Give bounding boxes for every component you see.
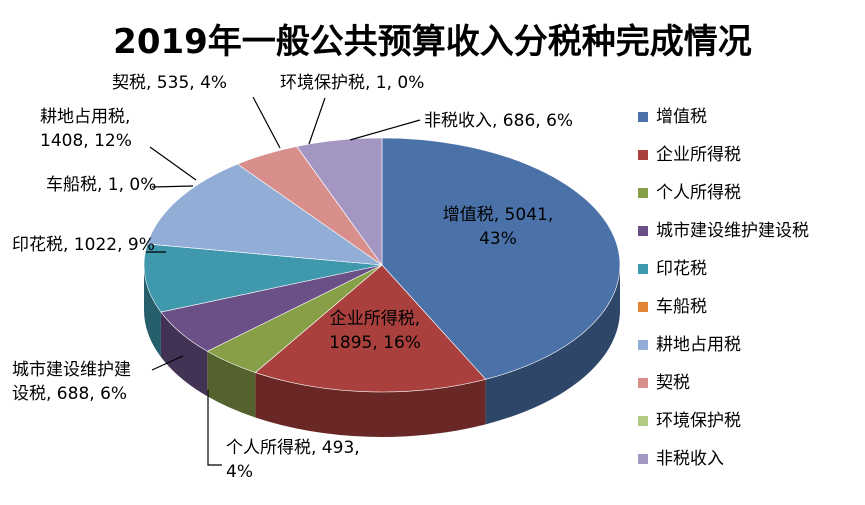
data-label-6-line-1: 1408, 12% xyxy=(40,131,132,151)
legend-swatch-8 xyxy=(638,416,648,426)
data-label-2-line-1: 4% xyxy=(226,462,253,482)
leader-line-9 xyxy=(349,119,421,141)
leader-line-3 xyxy=(151,355,184,371)
pie-side-2 xyxy=(207,351,256,418)
data-label-8-line-0: 环境保护税, 1, 0% xyxy=(280,73,424,93)
legend-swatch-1 xyxy=(638,150,648,160)
legend-label-9: 非税收入 xyxy=(656,449,724,469)
leader-line-6 xyxy=(149,146,197,181)
legend-label-5: 车船税 xyxy=(656,297,707,317)
legend-item-9: 非税收入 xyxy=(632,446,862,484)
pie-slice-1 xyxy=(254,264,487,393)
legend-label-1: 企业所得税 xyxy=(656,145,741,165)
legend-label-7: 契税 xyxy=(656,373,690,393)
legend-label-8: 环境保护税 xyxy=(656,411,741,431)
legend-label-3: 城市建设维护建设税 xyxy=(656,221,809,241)
legend-swatch-7 xyxy=(638,378,648,388)
legend-swatch-0 xyxy=(638,112,648,122)
pie-side-0 xyxy=(485,265,620,425)
legend-item-5: 车船税 xyxy=(632,294,862,332)
data-label-0-line-1: 43% xyxy=(479,229,517,249)
leader-line-5 xyxy=(151,185,194,188)
legend-item-7: 契税 xyxy=(632,370,862,408)
legend-item-8: 环境保护税 xyxy=(632,408,862,446)
legend-label-4: 印花税 xyxy=(656,259,707,279)
legend-swatch-4 xyxy=(638,264,648,274)
pie-slice-4 xyxy=(143,243,383,313)
legend-swatch-3 xyxy=(638,226,648,236)
legend-item-1: 企业所得税 xyxy=(632,142,862,180)
chart-title: 2019年一般公共预算收入分税种完成情况 xyxy=(113,22,752,62)
data-label-4-line-0: 印花税, 1022, 9% xyxy=(12,235,155,255)
pie-side-3 xyxy=(160,312,208,397)
data-label-6-line-0: 耕地占用税, xyxy=(40,107,130,127)
data-label-3-line-1: 设税, 688, 6% xyxy=(12,384,127,404)
legend-swatch-6 xyxy=(638,340,648,350)
legend: 增值税企业所得税个人所得税城市建设维护建设税 印花税车船税耕地占用税契税环境保护税… xyxy=(632,104,862,484)
data-label-7-line-0: 契税, 535, 4% xyxy=(112,73,227,93)
data-label-5-line-0: 车船税, 1, 0% xyxy=(46,175,156,195)
legend-label-0: 增值税 xyxy=(656,107,707,127)
pie-side-4 xyxy=(144,265,161,358)
data-label-1-line-1: 1895, 16% xyxy=(329,333,421,353)
data-label-3-line-0: 城市建设维护建 xyxy=(12,360,131,380)
data-label-2-line-0: 个人所得税, 493, xyxy=(226,438,360,458)
legend-label-6: 耕地占用税 xyxy=(656,335,741,355)
legend-item-0: 增值税 xyxy=(632,104,862,142)
legend-item-4: 印花税 xyxy=(632,256,862,294)
legend-label-2: 个人所得税 xyxy=(656,183,741,203)
data-label-0-line-0: 增值税, 5041, xyxy=(443,205,553,225)
pie-slice-6 xyxy=(146,163,384,266)
pie-side-1 xyxy=(255,372,486,437)
pie-slice-0 xyxy=(381,137,621,380)
data-label-9-line-0: 非税收入, 686, 6% xyxy=(424,111,573,131)
pie-slice-9 xyxy=(296,137,383,266)
leader-line-8 xyxy=(308,97,326,145)
legend-swatch-5 xyxy=(638,302,648,312)
legend-swatch-2 xyxy=(638,188,648,198)
legend-item-6: 耕地占用税 xyxy=(632,332,862,370)
legend-item-3: 城市建设维护建设税 xyxy=(632,218,862,256)
leader-line-2 xyxy=(207,390,222,466)
legend-item-2: 个人所得税 xyxy=(632,180,862,218)
legend-swatch-9 xyxy=(638,454,648,464)
leader-line-7 xyxy=(252,96,281,149)
data-label-1-line-0: 企业所得税, xyxy=(330,309,420,329)
